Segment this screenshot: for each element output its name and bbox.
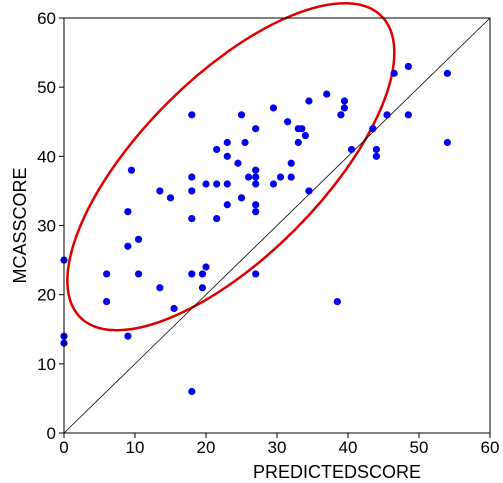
data-point [223,180,231,188]
y-tick-label: 0 [47,424,56,443]
data-point [323,90,331,98]
data-point [284,118,292,126]
x-tick-label: 10 [126,438,145,457]
data-point [369,125,377,133]
data-point [188,214,196,223]
data-point [340,104,349,112]
data-point [301,131,309,140]
y-tick-label: 40 [37,147,56,166]
data-point [443,69,451,77]
highlight-layer [66,1,396,332]
highlight-ellipse [66,1,396,332]
data-point [372,145,380,154]
x-tick-label: 60 [481,438,500,457]
x-tick-label: 0 [59,438,68,457]
y-tick-label: 20 [37,286,56,305]
y-tick-label: 50 [37,78,56,97]
data-point [202,263,210,271]
data-point [156,284,164,292]
data-point [156,187,164,195]
reference-line-layer [63,17,491,434]
data-point [404,111,412,119]
data-point [103,270,111,278]
data-points [60,62,451,396]
data-point [234,159,242,167]
data-point [287,173,295,181]
data-point [245,173,253,181]
data-point [223,201,231,209]
data-point [237,194,246,202]
reference-line [63,17,491,434]
data-point [287,159,295,167]
data-point [213,180,221,188]
data-point [337,111,345,119]
data-point [347,145,356,154]
data-point [269,104,278,112]
data-point [372,152,380,160]
data-point [252,270,260,278]
data-point [134,270,143,278]
y-tick-label: 30 [37,217,56,236]
data-point [305,97,313,105]
data-point [383,111,391,119]
data-point [276,173,285,181]
y-axis-title: MCASSCORE [10,167,30,283]
data-point [124,242,132,250]
y-axis-ticks: 0 10 20 30 40 50 60 [37,9,64,443]
x-axis-ticks: 0 10 20 30 40 50 60 [59,433,499,457]
data-point [241,138,249,147]
data-point [223,152,231,160]
data-point [188,111,196,119]
data-point [443,138,451,147]
data-point [127,166,136,174]
data-point [213,214,221,223]
data-point [252,173,260,181]
data-point [298,125,306,133]
data-point [294,138,302,147]
data-point [188,270,196,278]
y-tick-label: 60 [37,9,56,28]
data-point [252,125,260,133]
data-point [252,180,260,188]
x-tick-label: 30 [268,438,287,457]
data-point [103,297,111,306]
data-point [198,270,207,278]
data-point [124,332,132,340]
data-point [252,166,260,174]
x-tick-label: 20 [197,438,216,457]
data-point [333,297,341,306]
data-point [223,138,231,147]
data-point [134,235,143,243]
x-tick-label: 50 [410,438,429,457]
data-point [198,284,207,292]
data-point [305,187,313,195]
data-point [188,387,196,396]
data-point [269,180,278,188]
x-axis-title: PREDICTEDSCORE [253,462,421,482]
data-point [166,194,175,202]
data-point [252,201,260,209]
data-point [252,208,260,216]
data-point [404,62,412,71]
data-point [202,180,210,188]
data-point [188,173,196,181]
data-point [340,97,349,105]
data-point [213,145,221,154]
data-point [124,208,132,216]
data-point [237,111,246,119]
data-point [390,69,398,77]
x-tick-label: 40 [339,438,358,457]
data-point [188,187,196,195]
data-point [170,304,178,313]
y-tick-label: 10 [37,355,56,374]
